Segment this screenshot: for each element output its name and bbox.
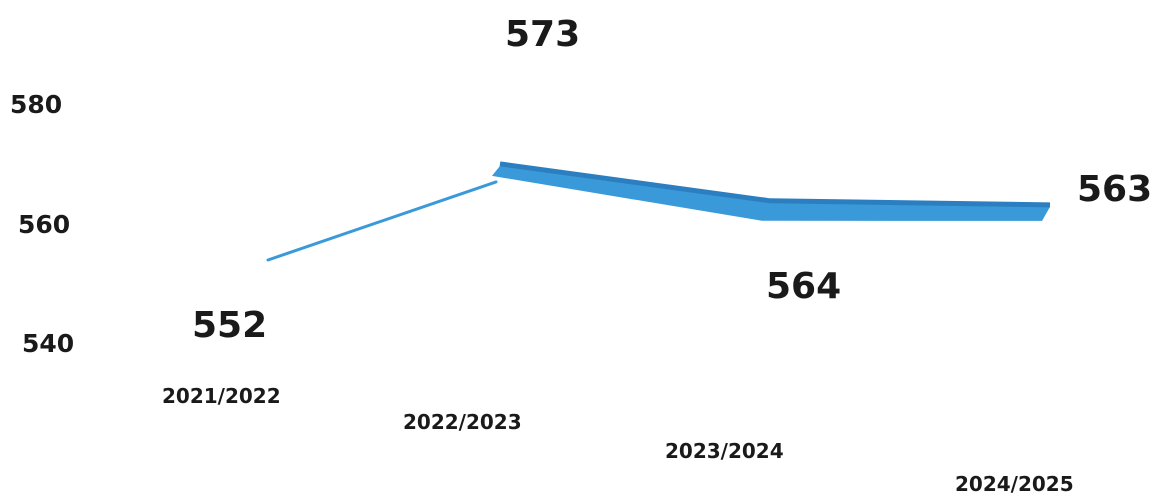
- y-tick-label-540: 540: [22, 329, 74, 358]
- x-tick-label-2022-2023: 2022/2023: [403, 410, 522, 434]
- series-ribbon-top-edge: [499, 161, 1051, 208]
- data-label-2021-2022: 552: [192, 305, 267, 346]
- x-tick-label-2021-2022: 2021/2022: [162, 384, 281, 408]
- x-tick-label-2024-2025: 2024/2025: [955, 472, 1074, 495]
- data-label-2024-2025: 563: [1077, 169, 1152, 210]
- data-point-2021-2022: [266, 250, 270, 254]
- data-label-2022-2023: 573: [505, 14, 580, 55]
- x-tick-label-2023-2024: 2023/2024: [665, 439, 784, 463]
- series-line-group: [266, 161, 1051, 262]
- y-tick-label-580: 580: [10, 90, 62, 119]
- series-line-segment-2021-2022: [266, 180, 498, 262]
- series-ribbon-body: [492, 165, 1050, 221]
- y-tick-label-560: 560: [18, 210, 70, 239]
- data-label-2023-2024: 564: [766, 266, 841, 307]
